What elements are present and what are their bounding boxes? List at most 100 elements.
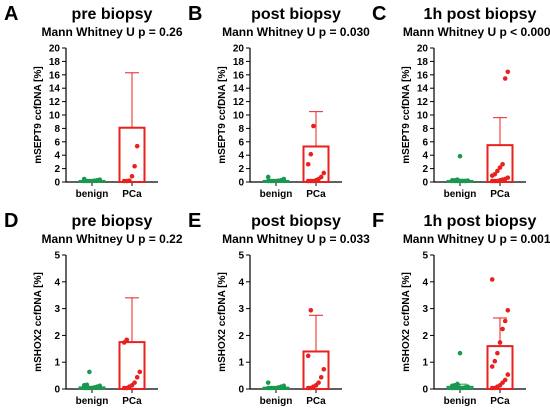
y-tick-label: 18 [233,57,245,68]
y-tick-label: 1 [238,358,244,369]
y-tick-label: 4 [422,151,428,162]
y-tick-label: 6 [422,137,428,148]
chart-panel-f: F 1h post biopsy Mann Whitney U p = 0.0012… [372,210,550,407]
x-tick-label-benign: benign [444,189,477,200]
y-tick-label: 1 [422,358,428,369]
data-point-benign [84,382,90,388]
x-tick-label-benign: benign [76,189,109,200]
x-tick-label-benign: benign [260,189,293,200]
y-tick-label: 0 [54,385,60,396]
panel-title: pre biopsy [72,213,153,230]
panel-letter: B [188,3,202,25]
y-axis-label: mSEPT9 ccfDNA [%] [401,66,412,163]
panel-letter: A [4,3,18,25]
y-axis-label: mSHOX2 ccfDNA [%] [217,272,228,372]
data-point-pca [495,350,500,356]
bar-pca [302,350,330,391]
data-point-benign [457,153,463,159]
x-tick-label-pca: PCa [490,189,510,200]
y-tick-label: 5 [422,251,428,262]
y-tick-label: 18 [417,57,429,68]
data-point-benign [87,369,92,375]
data-point-benign [457,350,463,356]
y-tick-label: 0 [238,385,244,396]
bar-pca [118,126,146,184]
y-tick-label: 0 [422,178,428,189]
bar-pca [118,341,146,391]
data-point-pca [502,318,508,324]
y-tick-label: 4 [238,277,244,288]
y-tick-label: 2 [422,331,428,342]
data-point-benign [281,383,287,389]
data-point-pca [489,277,495,282]
data-point-pca [500,161,505,167]
data-point-pca [497,165,503,170]
data-point-pca [489,364,495,369]
data-point-pca [134,143,140,149]
y-tick-label: 8 [238,124,244,135]
y-tick-label: 10 [49,111,61,122]
data-point-benign [265,174,271,180]
data-point-pca [305,161,311,167]
y-tick-label: 1 [54,358,60,369]
panel-subtitle: Mann Whitney U p = 0.22 [41,232,182,246]
x-tick-label-benign: benign [76,396,109,407]
y-tick-label: 2 [238,164,244,175]
panel-title: pre biopsy [72,6,153,23]
y-tick-label: 12 [417,97,429,108]
y-tick-label: 5 [238,251,244,262]
y-tick-label: 4 [238,151,244,162]
data-point-benign [465,384,471,389]
data-point-pca [492,358,498,364]
y-tick-label: 16 [417,70,429,81]
y-tick-label: 20 [417,44,429,55]
y-tick-label: 12 [49,97,61,108]
data-point-pca [318,174,324,180]
y-tick-label: 2 [54,331,60,342]
panel-subtitle: Mann Whitney U p = 0.0012 [403,232,550,246]
y-axis-label: mSHOX2 ccfDNA [%] [33,272,44,372]
data-point-pca [311,123,316,129]
y-tick-label: 6 [238,137,244,148]
panel-title: 1h post biopsy [424,6,537,23]
y-tick-label: 10 [417,111,429,122]
data-point-pca [318,374,324,380]
y-tick-label: 2 [54,164,60,175]
y-tick-label: 6 [54,137,60,148]
panel-subtitle: Mann Whitney U p = 0.030 [222,25,370,39]
y-tick-label: 10 [233,111,245,122]
x-tick-label-pca: PCa [490,396,510,407]
y-tick-label: 16 [233,70,245,81]
data-point-pca [124,337,130,343]
y-tick-label: 2 [238,331,244,342]
y-tick-label: 0 [422,385,428,396]
y-axis-label: mSEPT9 ccfDNA [%] [217,66,228,163]
y-axis-label: mSHOX2 ccfDNA [%] [401,272,412,372]
bar-pca [486,345,514,390]
data-point-pca [316,380,321,385]
data-point-pca [308,307,314,313]
x-tick-label-pca: PCa [306,189,326,200]
y-tick-label: 16 [49,70,61,81]
x-tick-label-pca: PCa [122,189,142,200]
y-tick-label: 14 [417,84,429,95]
y-tick-label: 14 [233,84,245,95]
panel-letter: C [372,3,386,25]
y-axis-label: mSEPT9 ccfDNA [%] [33,66,44,163]
data-point-pca [137,369,143,375]
panel-title: post biopsy [251,213,341,230]
data-point-pca [132,163,137,169]
data-point-pca [129,174,135,179]
panel-title: post biopsy [251,6,341,23]
data-point-pca [132,380,137,385]
data-point-pca [127,178,132,183]
y-tick-label: 0 [238,178,244,189]
data-point-pca [495,168,500,174]
x-tick-label-benign: benign [260,396,293,407]
data-point-pca [502,76,508,81]
y-tick-label: 4 [54,277,60,288]
y-tick-label: 3 [54,304,60,315]
